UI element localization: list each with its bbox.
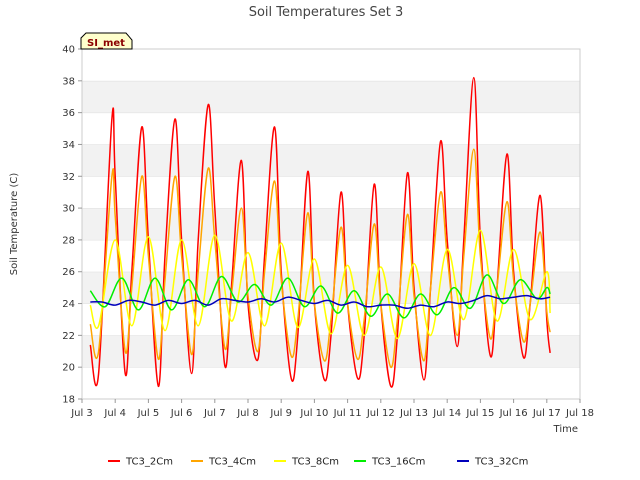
- x-tick-label: Jul 12: [366, 408, 395, 419]
- si-met-badge: SI_met: [80, 32, 133, 50]
- y-tick-label: 22: [62, 331, 75, 342]
- y-tick-label: 20: [62, 363, 75, 374]
- badge-shape: [80, 32, 133, 50]
- legend-label: TC3_16Cm: [371, 457, 425, 468]
- series-line-tc3-8cm: [89, 229, 551, 340]
- x-tick-label: Jul 16: [499, 408, 528, 419]
- x-tick-label: Jul 3: [70, 408, 93, 419]
- x-tick-label: Jul 17: [532, 408, 561, 419]
- grid-band: [82, 80, 580, 113]
- x-tick-label: Jul 7: [203, 408, 226, 419]
- x-tick-label: Jul 4: [103, 408, 126, 419]
- x-axis-title: Time: [553, 424, 578, 435]
- y-tick-label: 30: [62, 204, 75, 215]
- grid-band: [82, 144, 580, 177]
- x-tick-label: Jul 10: [299, 408, 328, 419]
- grid-band: [82, 176, 580, 209]
- grid-band: [82, 239, 580, 272]
- x-tick-label: Jul 11: [333, 408, 362, 419]
- x-tick-label: Jul 14: [432, 408, 461, 419]
- y-tick-label: 38: [62, 76, 75, 87]
- legend-label: TC3_8Cm: [291, 457, 339, 468]
- x-tick-label: Jul 8: [236, 408, 259, 419]
- plot-frame: [81, 48, 581, 400]
- series-line-tc3-32cm: [90, 294, 551, 310]
- y-tick-label: 18: [62, 395, 75, 406]
- x-tick-label: Jul 13: [399, 408, 428, 419]
- x-tick-label: Jul 18: [565, 408, 594, 419]
- x-tick-label: Jul 9: [269, 408, 292, 419]
- y-tick-label: 36: [62, 108, 75, 119]
- grid-band: [82, 367, 580, 399]
- legend-label: TC3_32Cm: [474, 457, 528, 468]
- legend-label: TC3_2Cm: [125, 457, 173, 468]
- grid-band: [82, 112, 580, 145]
- series-line-tc3-16cm: [89, 274, 551, 319]
- x-tick-label: Jul 15: [465, 408, 494, 419]
- y-tick-label: 28: [62, 235, 75, 246]
- y-axis: 18 20 22 24 26 28 30 32 34 36 38 40: [62, 45, 82, 406]
- y-tick-label: 34: [62, 140, 75, 151]
- grid-band: [82, 49, 580, 81]
- x-tick-label: Jul 6: [170, 408, 193, 419]
- legend-label: TC3_4Cm: [208, 457, 256, 468]
- x-axis: Jul 3 Jul 4 Jul 5 Jul 6 Jul 7 Jul 8 Jul 9 Jul 1…: [70, 399, 594, 419]
- badge-label: SI_met: [87, 38, 125, 49]
- legend: TC3_2Cm TC3_4Cm TC3_8Cm TC3_16Cm TC3_32Cm: [108, 457, 528, 468]
- chart-title: Soil Temperatures Set 3: [249, 5, 404, 20]
- y-tick-label: 32: [62, 172, 75, 183]
- grid-band: [82, 208, 580, 240]
- y-tick-label: 40: [62, 45, 75, 56]
- x-tick-label: Jul 5: [137, 408, 160, 419]
- y-tick-label: 24: [62, 299, 75, 310]
- plot-lines: [89, 76, 551, 388]
- y-axis-title: Soil Temperature (C): [9, 173, 20, 276]
- y-tick-label: 26: [62, 267, 75, 278]
